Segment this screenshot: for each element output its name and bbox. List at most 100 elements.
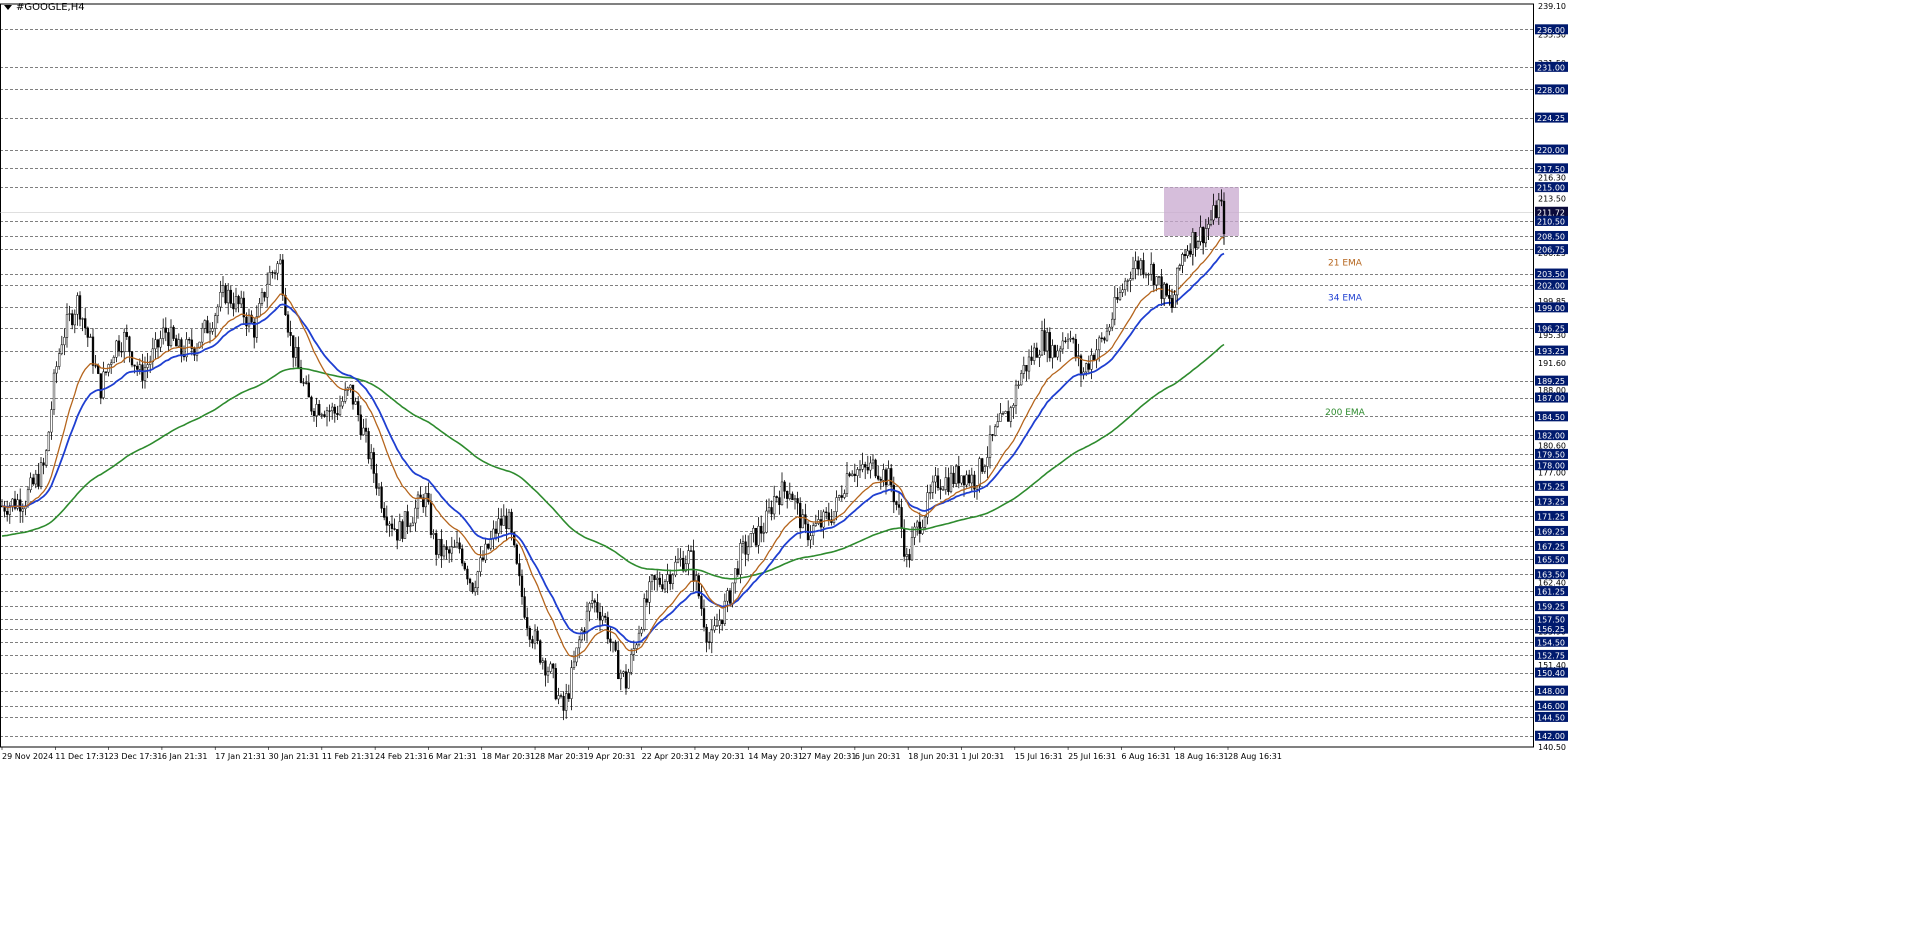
candle-body bbox=[297, 347, 300, 368]
candle-body bbox=[63, 337, 66, 346]
candle-body bbox=[1168, 295, 1171, 299]
candle-body bbox=[812, 525, 815, 536]
x-axis-label: 18 Jun 20:31 bbox=[908, 752, 959, 761]
candle-body bbox=[1220, 199, 1223, 202]
level-label-box bbox=[1535, 392, 1568, 403]
candle-body bbox=[255, 316, 258, 338]
candle-body bbox=[952, 472, 955, 484]
candle-body bbox=[315, 404, 318, 416]
candle-body bbox=[333, 406, 336, 414]
candle-body bbox=[1160, 276, 1163, 299]
candle-body bbox=[960, 475, 963, 484]
price-tick-label: 199.85 bbox=[1538, 297, 1566, 306]
candle-body bbox=[393, 528, 396, 530]
candle-body bbox=[1209, 219, 1213, 225]
price-tick-label: 140.50 bbox=[1538, 743, 1566, 752]
candle-body bbox=[1181, 254, 1184, 266]
symbol-title: #GOOGLE,H4 bbox=[16, 2, 85, 13]
candle-body bbox=[1196, 241, 1200, 249]
level-label-box bbox=[1535, 525, 1568, 536]
candle-body bbox=[375, 473, 378, 489]
candle-body bbox=[1095, 349, 1098, 361]
candle-body bbox=[1004, 411, 1007, 414]
level-label-box bbox=[1535, 24, 1568, 35]
candle-body bbox=[448, 549, 451, 554]
level-label: 196.25 bbox=[1537, 325, 1565, 334]
candle-body bbox=[224, 285, 227, 304]
level-label: 210.50 bbox=[1537, 217, 1565, 226]
candle-body bbox=[120, 351, 123, 353]
candle-body bbox=[505, 515, 508, 529]
level-label: 179.50 bbox=[1537, 450, 1565, 459]
candle-body bbox=[856, 469, 859, 476]
candle-body bbox=[500, 518, 503, 526]
candle-body bbox=[143, 367, 147, 381]
candle-body bbox=[770, 507, 773, 515]
x-axis-label: 11 Feb 21:31 bbox=[322, 752, 374, 761]
level-label: 178.00 bbox=[1537, 462, 1565, 471]
candle-body bbox=[1194, 232, 1197, 249]
x-axis-label: 1 Jul 20:31 bbox=[961, 752, 1004, 761]
candle-body bbox=[1202, 226, 1205, 244]
candle-body bbox=[1131, 268, 1135, 279]
candle-body bbox=[1111, 318, 1114, 328]
candle-body bbox=[440, 538, 443, 557]
candle-body bbox=[554, 668, 557, 700]
candle-body bbox=[1053, 345, 1057, 358]
candle-body bbox=[692, 550, 695, 582]
level-label: 231.00 bbox=[1537, 63, 1565, 72]
candle-body bbox=[156, 339, 160, 348]
candle-body bbox=[882, 469, 885, 481]
candle-body bbox=[622, 671, 625, 674]
candle-body bbox=[268, 272, 271, 285]
candle-body bbox=[783, 481, 786, 492]
level-label-box bbox=[1535, 495, 1568, 506]
candle-body bbox=[1017, 384, 1020, 386]
candle-body bbox=[201, 328, 204, 343]
candle-body bbox=[944, 477, 947, 490]
candle-body bbox=[151, 348, 154, 362]
candle-body bbox=[273, 272, 277, 274]
level-label: 169.25 bbox=[1537, 527, 1565, 536]
candle-body bbox=[957, 466, 960, 484]
candle-body bbox=[154, 339, 157, 350]
candle-body bbox=[546, 671, 550, 676]
candle-body bbox=[531, 639, 534, 644]
level-label-box bbox=[1535, 182, 1568, 193]
candle-body bbox=[510, 511, 513, 533]
candle-body bbox=[302, 382, 305, 384]
candle-body bbox=[614, 641, 617, 651]
candle-body bbox=[908, 554, 911, 561]
candle-body bbox=[489, 538, 492, 549]
level-label-box bbox=[1535, 61, 1568, 72]
x-axis-label: 24 Feb 21:31 bbox=[375, 752, 427, 761]
candle-body bbox=[349, 384, 352, 389]
candle-body bbox=[276, 263, 279, 274]
candle-body bbox=[536, 630, 539, 641]
candle-body bbox=[661, 584, 664, 590]
candle-body bbox=[128, 336, 131, 353]
menu-triangle-icon[interactable] bbox=[4, 5, 12, 10]
level-label-box bbox=[1535, 700, 1568, 711]
candle-body bbox=[676, 559, 680, 563]
candle-body bbox=[123, 332, 126, 353]
candle-body bbox=[471, 582, 474, 593]
candle-body bbox=[731, 582, 734, 604]
candle-body bbox=[476, 571, 479, 589]
candle-body bbox=[266, 283, 269, 298]
candle-body bbox=[572, 661, 576, 669]
candle-body bbox=[435, 533, 438, 555]
ema-label: 200 EMA bbox=[1325, 408, 1365, 418]
candle-body bbox=[1043, 330, 1046, 352]
candle-body bbox=[1020, 373, 1023, 386]
candle-body bbox=[292, 335, 295, 358]
price-tick-label: 177.00 bbox=[1538, 469, 1566, 478]
candle-body bbox=[357, 401, 360, 416]
candle-body bbox=[203, 320, 206, 329]
candle-body bbox=[1137, 260, 1140, 270]
x-axis-label: 6 Aug 16:31 bbox=[1121, 752, 1170, 761]
candle-body bbox=[1074, 339, 1077, 357]
candle-body bbox=[11, 498, 14, 506]
candle-body bbox=[775, 496, 778, 498]
